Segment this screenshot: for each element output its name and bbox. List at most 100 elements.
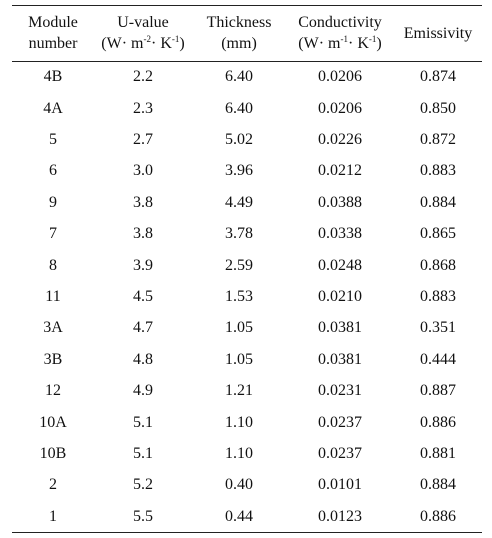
bottom-rule [12, 532, 482, 533]
header-line: number [28, 33, 78, 54]
table-cell: 5 [49, 131, 57, 148]
table-cell: 5.1 [133, 445, 153, 462]
table-cell: 7 [49, 225, 57, 243]
table-cell: 12 [45, 382, 61, 400]
table-cell: 1.10 [225, 413, 253, 431]
table-cell: 2 [49, 476, 57, 494]
table-cell: 11 [45, 288, 61, 305]
table-cell: 0.0101 [318, 476, 362, 494]
table-cell: 1 [49, 507, 57, 525]
table-cell: 4B [43, 68, 63, 86]
table-cell: 3.9 [133, 256, 153, 274]
column-header: Thickness (mm) [207, 12, 272, 54]
table-cell: 2.3 [133, 99, 153, 117]
header-text: · K [347, 35, 369, 52]
table-cell: 1.10 [225, 445, 253, 462]
header-rule [12, 61, 482, 62]
table-cell: 0.886 [420, 507, 456, 525]
header-text: Module [28, 14, 78, 31]
table-cell: 0.874 [420, 68, 456, 86]
table-cell: 5.1 [133, 413, 153, 431]
table-cell: 0.872 [420, 131, 456, 148]
table-cell: 10A [39, 413, 67, 431]
table-cell: 0.0237 [318, 445, 362, 462]
table-cell: 0.351 [420, 319, 456, 337]
column-header: Module number [28, 12, 78, 54]
table-cell: 0.881 [420, 445, 456, 462]
table-cell: 0.0206 [318, 99, 362, 117]
column-header: U-value (W· m-2· K-1) [101, 12, 184, 54]
top-rule [12, 5, 482, 6]
table-cell: 0.0206 [318, 68, 362, 86]
header-line: Module [28, 12, 78, 33]
column-header: Conductivity (W· m-1· K-1) [298, 12, 382, 54]
table-cell: 0.0248 [318, 256, 362, 274]
unit-exponent: -1 [340, 34, 348, 44]
table-cell: 0.0210 [318, 288, 362, 305]
table-cell: 6.40 [225, 68, 253, 86]
table-cell: 3A [43, 319, 63, 337]
header-line: Conductivity [298, 12, 382, 33]
header-text: Conductivity [298, 14, 382, 31]
table-cell: 3.8 [133, 225, 153, 243]
header-text: number [28, 35, 78, 52]
header-text: · K [150, 35, 172, 52]
table-cell: 3.8 [133, 193, 153, 211]
table-cell: 1.53 [225, 288, 253, 305]
table-cell: 0.0381 [318, 350, 362, 368]
header-text: ) [179, 35, 185, 52]
table-cell: 6.40 [225, 99, 253, 117]
table-cell: 2.59 [225, 256, 253, 274]
table-cell: 0.40 [225, 476, 253, 494]
table-cell: 6 [49, 162, 57, 180]
table-cell: 0.44 [225, 507, 253, 525]
table-cell: 4A [43, 99, 63, 117]
table-cell: 0.883 [420, 162, 456, 180]
table-cell: 0.444 [420, 350, 456, 368]
table-cell: 4.5 [133, 288, 153, 305]
table-cell: 0.0231 [318, 382, 362, 400]
table-cell: 3.78 [225, 225, 253, 243]
table-cell: 5.5 [133, 507, 153, 525]
header-line: U-value [101, 12, 184, 33]
header-text: U-value [117, 14, 169, 31]
table-cell: 10B [39, 445, 67, 462]
header-line: Emissivity [404, 23, 472, 44]
unit-exponent: -1 [368, 34, 377, 44]
table-cell: 4.9 [133, 382, 153, 400]
table-cell: 1.05 [225, 319, 253, 337]
header-line: (W· m-2· K-1) [101, 33, 184, 54]
table-cell: 0.0226 [318, 131, 362, 148]
table-cell: 0.850 [420, 99, 456, 117]
column-header: Emissivity [404, 23, 472, 44]
table-cell: 2.7 [133, 131, 153, 148]
table-cell: 0.884 [420, 476, 456, 494]
table-cell: 0.887 [420, 382, 456, 400]
table-cell: 4.8 [133, 350, 153, 368]
table-cell: 2.2 [133, 68, 153, 86]
table-cell: 5.2 [133, 476, 153, 494]
table-cell: 0.0338 [318, 225, 362, 243]
header-text: (W· m [298, 35, 341, 52]
table-cell: 4.7 [133, 319, 153, 337]
table-cell: 0.883 [420, 288, 456, 305]
table-cell: 0.886 [420, 413, 456, 431]
header-line: Thickness [207, 12, 272, 33]
unit-exponent: -2 [143, 34, 151, 44]
header-text: Emissivity [403, 24, 473, 42]
table-cell: 0.868 [420, 256, 456, 274]
table-cell: 0.0212 [318, 162, 362, 180]
header-line: (W· m-1· K-1) [298, 33, 382, 54]
table-cell: 9 [49, 193, 57, 211]
table-cell: 0.0381 [318, 319, 362, 337]
table-cell: 3.96 [225, 162, 253, 180]
table-cell: 0.0237 [318, 413, 362, 431]
unit-exponent: -1 [171, 34, 180, 44]
table-cell: 5.02 [225, 131, 253, 148]
header-text: (W· m [101, 35, 144, 52]
table-cell: 1.05 [225, 350, 253, 368]
header-text: Thickness [206, 14, 272, 31]
table-cell: 8 [49, 256, 57, 274]
table-cell: 1.21 [225, 382, 253, 400]
